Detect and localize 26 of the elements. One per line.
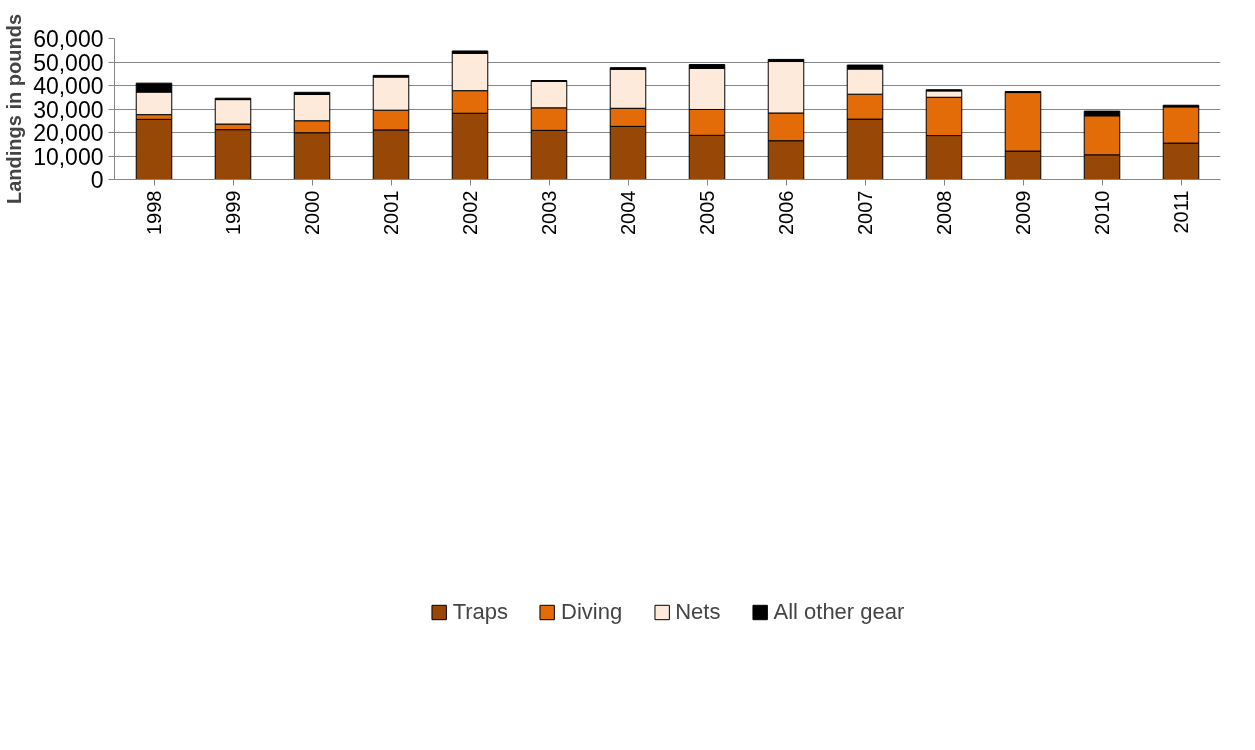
y-tick-label: 20,000: [33, 120, 104, 146]
x-tick-label: 2008: [933, 190, 955, 235]
legend-label: Nets: [675, 598, 721, 625]
legend-label: Traps: [452, 598, 509, 625]
y-tick-label: 30,000: [33, 96, 104, 123]
legend-label: Diving: [561, 598, 623, 625]
x-tick-label: 1999: [222, 190, 244, 235]
y-tick-label: 0: [90, 167, 104, 193]
x-tick-label: 2007: [854, 190, 876, 235]
x-tick-label: 2011: [1170, 190, 1192, 234]
y-tick-label: 50,000: [33, 49, 104, 76]
x-tick-label: 2004: [617, 190, 639, 235]
x-tick-label: 2000: [301, 190, 323, 235]
y-axis-title: Landings in pounds: [3, 14, 26, 204]
x-tick-label: 2010: [1091, 190, 1113, 235]
y-tick-label: 40,000: [33, 73, 104, 99]
x-tick-label: 2001: [380, 190, 402, 235]
x-tick-label: 2009: [1012, 190, 1034, 235]
x-tick-label: 2005: [696, 190, 718, 235]
x-tick-label: 2003: [538, 190, 560, 235]
y-tick-label: 10,000: [33, 143, 104, 170]
legend-label: All other gear: [773, 598, 905, 625]
x-tick-label: 2006: [775, 190, 797, 235]
x-tick-label: 2002: [459, 190, 481, 235]
y-tick-label: 60,000: [33, 26, 104, 52]
x-tick-label: 1998: [143, 190, 165, 235]
